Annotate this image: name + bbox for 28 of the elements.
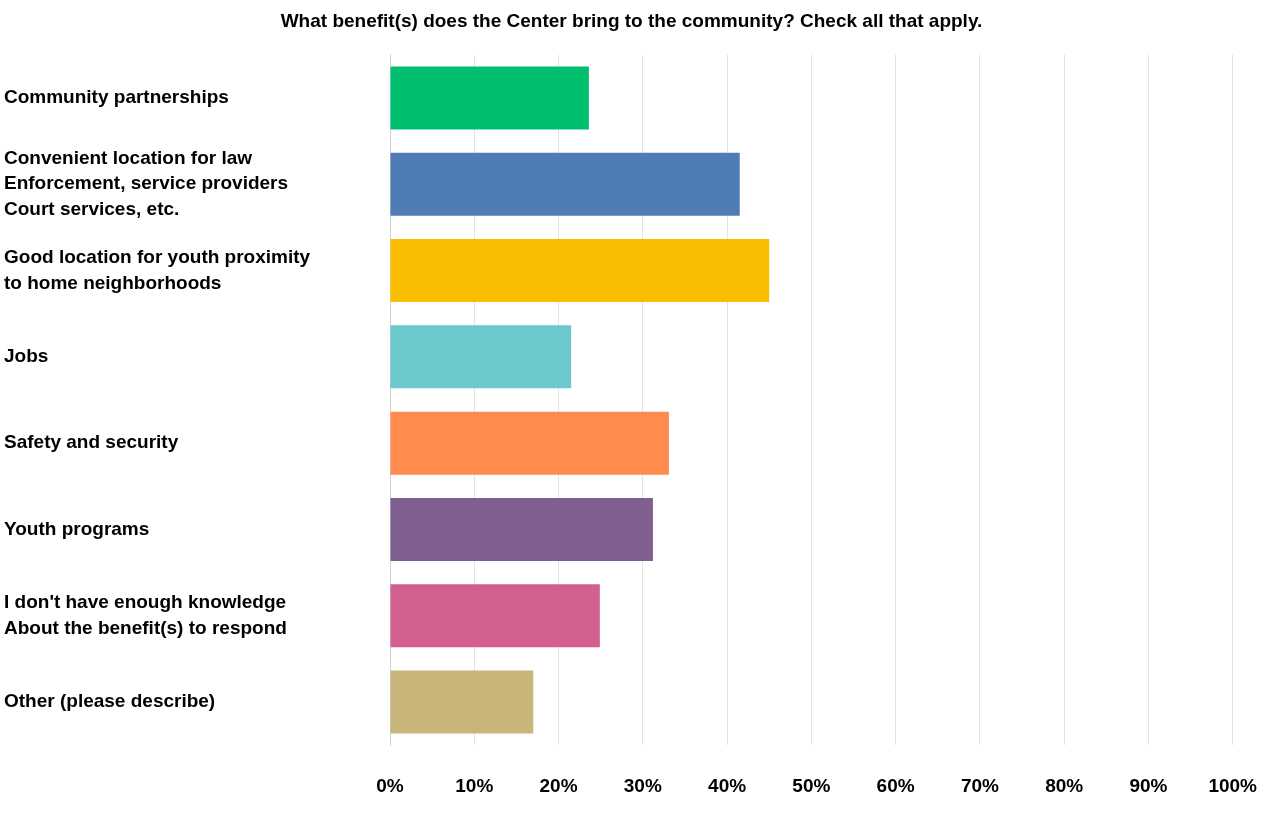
bar — [390, 239, 770, 303]
x-tick-label: 20% — [539, 774, 578, 796]
chart-title: What benefit(s) does the Center bring to the community? Check all that apply. — [280, 9, 983, 31]
x-tick-label: 80% — [1045, 774, 1084, 796]
x-tick-label: 0% — [376, 774, 404, 796]
x-tick-label: 90% — [1129, 774, 1168, 796]
bar — [390, 497, 653, 561]
y-tick-label: I don't have enough knowledge About the benefit(s) to respond — [4, 591, 287, 638]
x-tick-label: 40% — [708, 774, 747, 796]
bar — [390, 411, 669, 475]
y-tick-label: Good location for youth proximity to home neighborhoods — [4, 245, 311, 293]
bar — [390, 66, 589, 130]
x-tick-label: 50% — [792, 774, 831, 796]
bar — [390, 670, 534, 734]
y-tick-label: Youth programs — [4, 517, 150, 539]
y-tick-label: Safety and security — [4, 431, 179, 453]
bar — [390, 584, 600, 648]
y-tick-label: Community partnerships — [4, 86, 229, 108]
x-tick-label: 10% — [455, 774, 494, 796]
y-tick-label: Convenient location for law Enforcement, service providers Court services, etc. — [4, 146, 289, 220]
x-tick-label: 70% — [960, 774, 1000, 796]
y-tick-label: Jobs — [4, 345, 49, 367]
bar — [390, 152, 740, 216]
bar — [390, 325, 572, 389]
x-tick-label: 100% — [1208, 774, 1258, 796]
x-tick-label: 30% — [623, 774, 662, 796]
y-tick-label: Other (please describe) — [4, 690, 216, 712]
x-tick-label: 60% — [876, 774, 915, 796]
